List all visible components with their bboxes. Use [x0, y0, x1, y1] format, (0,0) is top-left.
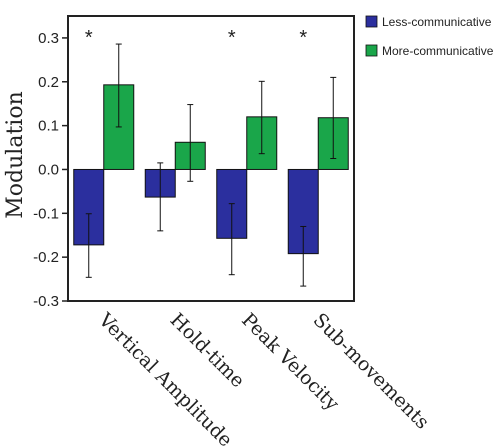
y-tick-label: 0.1 — [38, 118, 59, 135]
plot-frame — [67, 15, 355, 302]
significance-marker: * — [299, 27, 307, 49]
y-axis-title: Modulation — [3, 91, 28, 218]
legend-swatch-less — [365, 15, 378, 28]
y-tick-label: -0.2 — [33, 249, 59, 266]
y-tick-label: -0.3 — [33, 293, 59, 310]
category-label: Sub-movements — [309, 309, 434, 434]
legend-swatch-more — [365, 44, 378, 57]
y-tick-label: 0.0 — [38, 161, 59, 178]
legend-label-more: More-communicative — [382, 44, 494, 58]
legend-label-less: Less-communicative — [382, 15, 492, 29]
category-label: Vertical Amplitude — [94, 308, 237, 448]
y-tick-label: 0.2 — [38, 74, 59, 91]
significance-marker: * — [85, 27, 93, 49]
significance-marker: * — [228, 27, 236, 49]
y-tick-label: 0.3 — [38, 30, 59, 47]
y-tick-label: -0.1 — [33, 205, 59, 222]
